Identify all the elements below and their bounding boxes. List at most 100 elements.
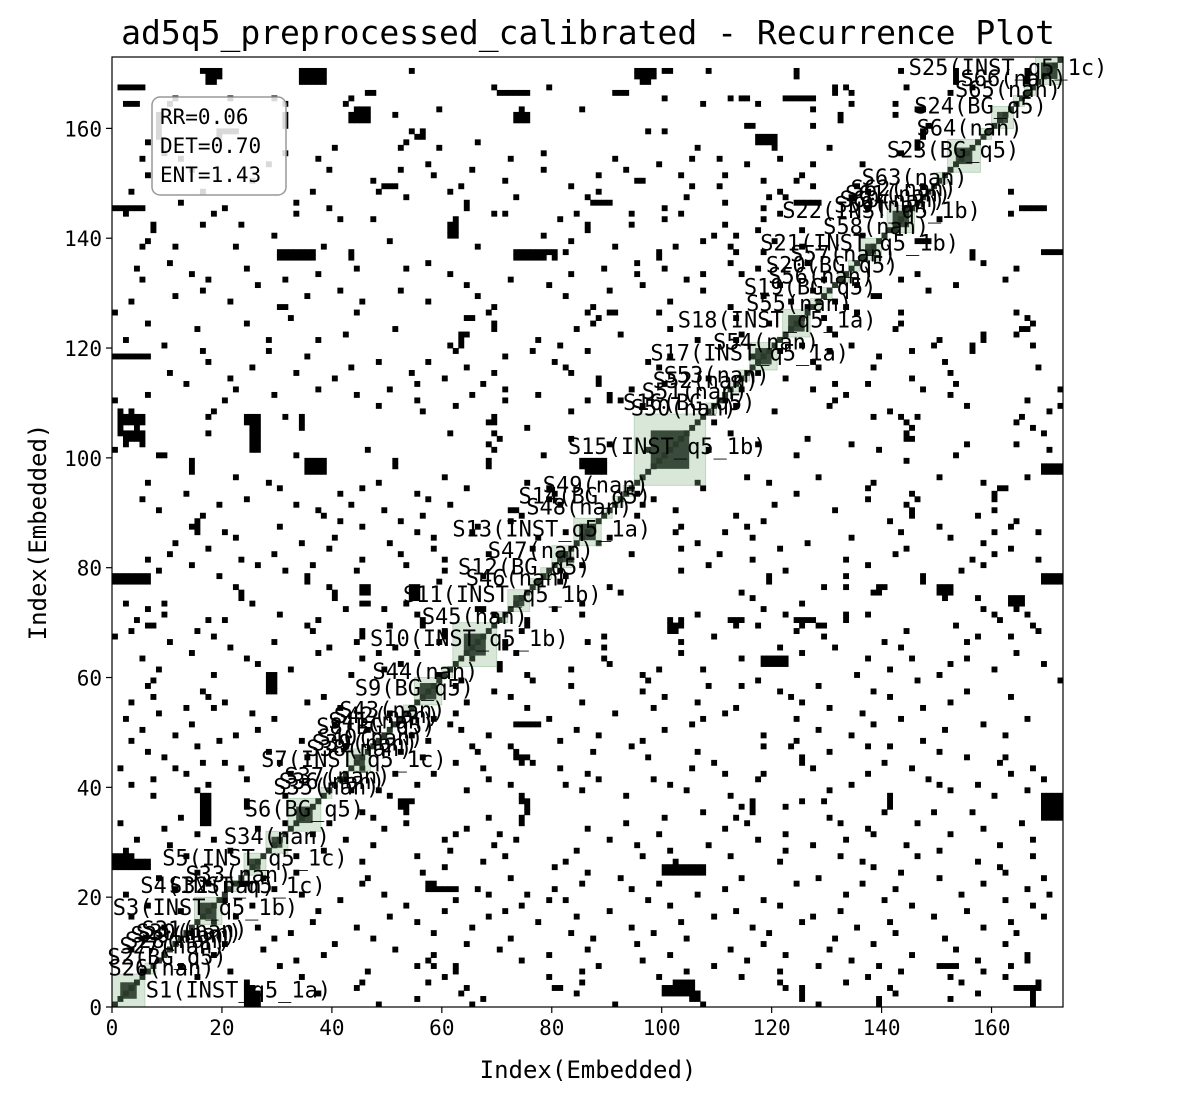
recurrence-point — [139, 578, 146, 585]
diagonal-point — [128, 985, 135, 991]
recurrence-point — [865, 655, 871, 662]
recurrence-point — [524, 111, 531, 118]
recurrence-point — [678, 864, 685, 871]
recurrence-point — [1024, 73, 1031, 80]
diagonal-point — [1008, 106, 1014, 113]
recurrence-point — [573, 847, 580, 854]
segment-label: S34(nan) — [224, 825, 330, 850]
recurrence-point — [271, 715, 278, 722]
recurrence-point — [210, 78, 217, 85]
recurrence-point — [342, 743, 349, 750]
recurrence-point — [238, 589, 245, 596]
diagonal-point — [337, 776, 344, 783]
recurrence-point — [1019, 205, 1025, 212]
segment-label: S23(BG_q5) — [887, 138, 1019, 163]
segment-label: S7(INST_q5_1c) — [261, 748, 446, 773]
recurrence-point — [711, 963, 718, 969]
recurrence-point — [738, 617, 745, 624]
recurrence-point — [320, 847, 327, 854]
recurrence-point — [128, 84, 135, 91]
recurrence-point — [947, 584, 954, 591]
recurrence-point — [1013, 600, 1020, 607]
recurrence-point — [414, 584, 421, 591]
recurrence-point — [155, 710, 162, 717]
recurrence-point — [397, 748, 404, 755]
recurrence-point — [485, 732, 492, 739]
recurrence-point — [524, 721, 531, 728]
recurrence-point — [667, 990, 674, 997]
recurrence-point — [964, 402, 970, 409]
recurrence-point — [727, 95, 734, 102]
recurrence-point — [298, 974, 305, 980]
recurrence-point — [304, 73, 311, 80]
recurrence-point — [315, 271, 322, 278]
recurrence-point — [925, 287, 932, 294]
recurrence-point — [887, 693, 893, 700]
recurrence-point — [997, 617, 1003, 624]
recurrence-point — [287, 666, 294, 673]
recurrence-point — [425, 298, 432, 305]
diagonal-point — [540, 573, 547, 580]
recurrence-point — [1046, 468, 1053, 475]
recurrence-point — [524, 809, 531, 816]
diagonal-point — [155, 957, 162, 964]
recurrence-point — [254, 413, 261, 420]
recurrence-point — [1030, 990, 1036, 997]
recurrence-point — [694, 337, 701, 343]
recurrence-point — [584, 463, 591, 470]
recurrence-point — [947, 974, 954, 980]
recurrence-point — [397, 144, 404, 151]
recurrence-point — [606, 908, 613, 915]
recurrence-point — [815, 364, 822, 371]
recurrence-point — [634, 73, 641, 80]
diagonal-point — [617, 496, 624, 503]
recurrence-point — [392, 326, 399, 332]
recurrence-point — [112, 309, 118, 316]
diagonal-point — [777, 337, 784, 343]
recurrence-point — [645, 73, 652, 80]
diagonal-point — [645, 468, 652, 475]
recurrence-point — [623, 792, 630, 799]
recurrence-point — [859, 858, 866, 865]
recurrence-point — [254, 996, 261, 1002]
recurrence-point — [727, 430, 734, 437]
recurrence-point — [139, 655, 146, 662]
recurrence-point — [694, 479, 701, 486]
recurrence-point — [452, 886, 459, 893]
recurrence-point — [568, 556, 575, 563]
recurrence-point — [568, 183, 575, 190]
recurrence-point — [441, 628, 448, 634]
recurrence-point — [370, 814, 377, 821]
recurrence-point — [738, 95, 745, 102]
recurrence-point — [133, 578, 140, 585]
recurrence-point — [777, 968, 784, 975]
recurrence-point — [485, 457, 492, 464]
recurrence-point — [903, 435, 910, 442]
recurrence-point — [1052, 803, 1058, 810]
recurrence-point — [1024, 611, 1031, 618]
recurrence-point — [117, 408, 124, 415]
recurrence-point — [320, 512, 327, 519]
recurrence-point — [777, 545, 784, 552]
recurrence-point — [117, 820, 124, 827]
recurrence-point — [161, 600, 168, 607]
recurrence-point — [782, 985, 789, 991]
recurrence-point — [342, 836, 349, 843]
recurrence-point — [639, 672, 646, 678]
recurrence-point — [408, 370, 415, 376]
recurrence-point — [232, 243, 239, 250]
recurrence-point — [254, 661, 261, 667]
segment-label: S10(INST_q5_1b) — [370, 627, 569, 652]
recurrence-point — [441, 886, 448, 893]
recurrence-point — [496, 831, 503, 838]
recurrence-point — [243, 880, 250, 887]
recurrence-point — [843, 836, 850, 843]
recurrence-point — [265, 348, 272, 354]
segment-label: S1(INST_q5_1a) — [146, 979, 331, 1004]
recurrence-point — [975, 512, 981, 519]
recurrence-point — [112, 446, 118, 453]
recurrence-point — [194, 518, 201, 525]
recurrence-point — [672, 979, 679, 986]
recurrence-point — [810, 842, 817, 849]
recurrence-point — [920, 386, 926, 393]
